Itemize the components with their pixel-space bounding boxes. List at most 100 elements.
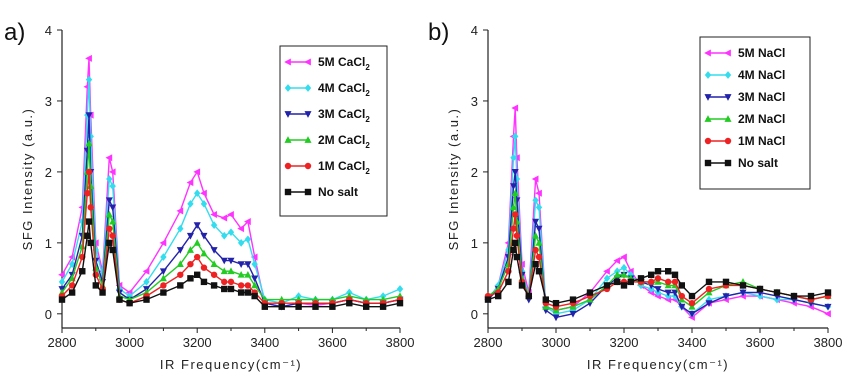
y-tick-label: 4 [45, 23, 52, 38]
data-point [620, 263, 628, 272]
data-point [106, 225, 113, 232]
data-point [244, 289, 252, 296]
data-point [194, 189, 201, 198]
legend-swatch-marker [304, 188, 312, 196]
data-point [84, 232, 91, 239]
data-point [824, 310, 831, 318]
data-point [227, 278, 235, 286]
data-point [505, 278, 512, 286]
data-point [106, 175, 113, 183]
data-point [756, 285, 764, 293]
legend-label-main: No salt [738, 156, 778, 170]
data-point [79, 268, 86, 275]
data-point [510, 153, 517, 162]
data-point [200, 264, 208, 271]
legend-swatch-marker [304, 162, 312, 170]
data-point [244, 282, 252, 289]
data-point [200, 199, 208, 208]
panel-label: a) [4, 19, 25, 46]
data-point [116, 296, 123, 303]
data-point [244, 235, 252, 244]
legend-swatch-marker [724, 71, 732, 79]
data-point [637, 275, 645, 282]
data-point [511, 189, 519, 197]
data-point [142, 267, 150, 275]
legend-label-main: 1M CaCl [318, 159, 365, 173]
data-point [664, 289, 672, 297]
data-point [220, 267, 228, 275]
data-point [193, 222, 201, 229]
data-point [251, 275, 259, 283]
series-group [58, 54, 404, 311]
data-point [535, 203, 543, 212]
legend-swatch-marker [284, 136, 292, 143]
legend-box [279, 45, 388, 217]
data-point [109, 182, 116, 190]
data-point [176, 260, 184, 268]
data-point [614, 278, 621, 286]
data-point [244, 261, 252, 268]
data-point [512, 239, 519, 247]
data-point [58, 296, 66, 303]
data-point [513, 253, 521, 261]
legend-label-main: No salt [318, 185, 358, 199]
data-point [346, 299, 353, 307]
data-point [532, 231, 540, 239]
data-point [525, 292, 532, 300]
data-point [654, 275, 662, 282]
data-point [87, 132, 94, 141]
data-point [106, 239, 113, 247]
data-point [186, 232, 194, 240]
data-point [160, 289, 167, 296]
data-point [512, 211, 519, 218]
legend-swatch-marker [704, 137, 712, 145]
data-point [187, 260, 194, 268]
data-point [379, 303, 387, 310]
legend-swatch-marker [304, 58, 311, 66]
data-point [278, 303, 285, 310]
data-point [160, 282, 167, 289]
legend-label: No salt [738, 156, 778, 170]
legend-swatch-marker [704, 94, 712, 101]
data-point [109, 232, 116, 239]
data-point [654, 268, 662, 275]
series-no-salt [484, 239, 832, 307]
data-point [654, 286, 662, 293]
data-point [85, 112, 93, 119]
data-point [87, 239, 94, 247]
data-point [510, 225, 517, 232]
legend-swatch-marker [304, 111, 312, 118]
data-point [210, 282, 218, 289]
data-point [85, 218, 93, 225]
data-point [722, 293, 730, 300]
legend-swatch-marker [704, 49, 711, 57]
data-point [143, 296, 150, 303]
data-point [569, 310, 577, 318]
data-point [176, 207, 184, 215]
data-point [176, 247, 184, 254]
data-point [535, 189, 542, 197]
x-tick-label: 3400 [678, 335, 707, 350]
data-point [221, 278, 228, 286]
data-point [251, 281, 259, 289]
data-point [221, 285, 228, 293]
data-point [237, 225, 245, 233]
data-point [824, 303, 832, 311]
y-axis-title: SFG Intensity (a.u.) [446, 108, 461, 251]
data-point [220, 257, 228, 265]
legend-label-main: 4M NaCl [738, 68, 785, 82]
data-point [513, 217, 521, 225]
legend-label: 3M CaCl2 [318, 107, 370, 124]
y-tick-label: 2 [471, 165, 478, 180]
data-point [627, 278, 634, 286]
legend-label-main: 4M CaCl [318, 81, 365, 95]
data-point [613, 257, 621, 265]
legend-swatch-marker [704, 115, 712, 122]
y-tick-label: 4 [471, 23, 478, 38]
data-point [105, 154, 113, 162]
data-point [200, 189, 207, 197]
data-point [678, 282, 685, 289]
data-point [535, 253, 543, 261]
y-tick-label: 1 [45, 236, 52, 251]
data-point [193, 168, 201, 176]
